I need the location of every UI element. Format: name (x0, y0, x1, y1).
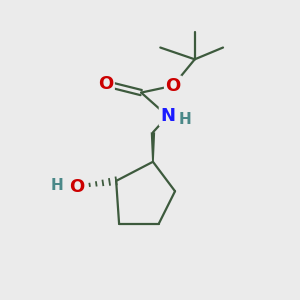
Text: O: O (98, 75, 113, 93)
Polygon shape (151, 132, 155, 162)
Text: H: H (51, 178, 64, 193)
Text: O: O (69, 178, 84, 196)
Text: H: H (179, 112, 192, 127)
Text: O: O (165, 77, 181, 95)
Text: N: N (160, 107, 175, 125)
